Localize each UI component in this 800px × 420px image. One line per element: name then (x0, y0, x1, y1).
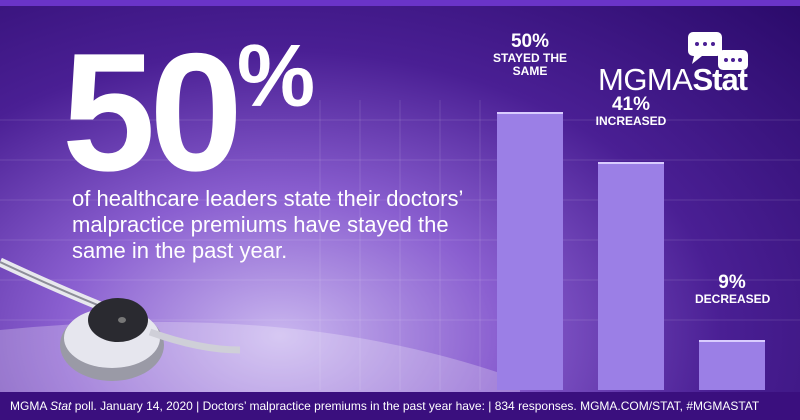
logo: MGMAStat (598, 62, 748, 98)
footer-brand-accent: Stat (50, 399, 72, 413)
footer: MGMA Stat poll. January 14, 2020 | Docto… (0, 392, 800, 420)
bar (497, 112, 563, 390)
footer-brand: MGMA (10, 399, 47, 413)
category-label: DECREASED (695, 291, 771, 306)
headline: 50% (62, 28, 315, 196)
bar (699, 339, 765, 390)
bar-label: 50% STAYED THE SAME (485, 32, 575, 78)
category-label: STAYED THE SAME (493, 51, 568, 78)
chart: 50% STAYED THE SAME 41% INCREASED 9% DECREASE… (485, 32, 777, 390)
value-label: 50% (510, 31, 550, 52)
category-label: INCREASED (595, 114, 667, 129)
logo-accent: Stat (692, 62, 748, 97)
headline-symbol: % (236, 26, 316, 125)
footer-text: poll. January 14, 2020 | Doctors’ malpra… (74, 399, 760, 413)
body-text: of healthcare leaders state their doctor… (72, 186, 463, 263)
bar-label: 9% DECREASED (687, 271, 777, 306)
logo-main: MGMA (598, 62, 693, 97)
bar (598, 162, 664, 390)
value-label: 9% (718, 271, 746, 293)
bar-label: 41% INCREASED (586, 95, 676, 128)
headline-number: 50 (62, 18, 243, 206)
value-label: 41% (611, 94, 651, 116)
